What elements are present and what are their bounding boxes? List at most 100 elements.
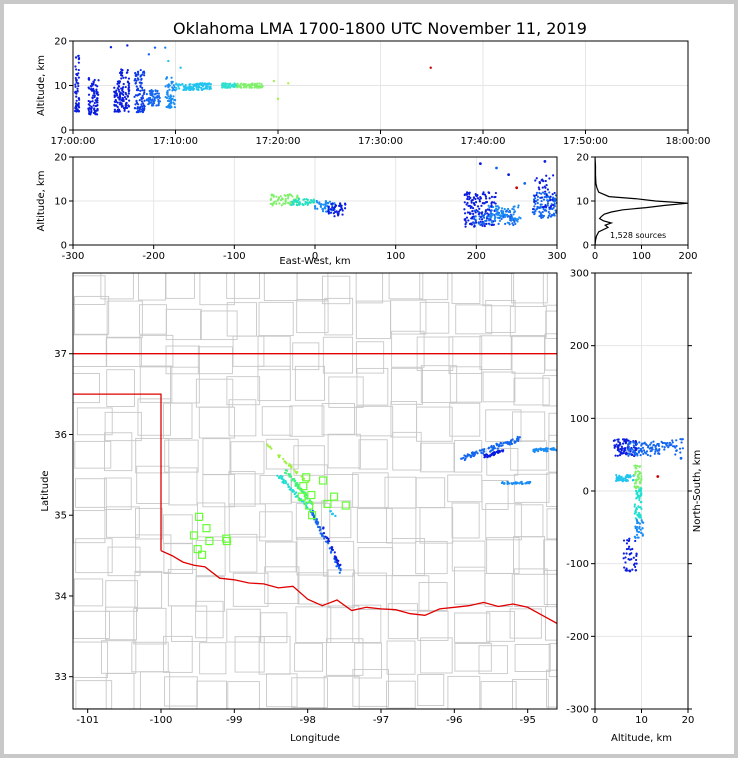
altitude-histogram-line	[595, 157, 688, 245]
source-point	[269, 198, 272, 201]
county-outline	[326, 605, 360, 644]
source-point	[198, 86, 201, 89]
source-point	[169, 95, 172, 99]
county-outline	[232, 335, 265, 367]
source-point	[544, 204, 547, 207]
county-outline	[104, 432, 133, 472]
source-point	[115, 110, 118, 113]
source-point	[470, 223, 473, 226]
source-point	[166, 84, 169, 87]
county-outline	[546, 472, 557, 507]
source-point	[537, 186, 540, 189]
source-point	[636, 521, 639, 525]
source-point	[536, 195, 540, 198]
source-point	[491, 448, 494, 452]
source-point	[624, 475, 627, 478]
county-outline	[265, 673, 298, 708]
source-point	[465, 203, 468, 206]
source-point	[481, 452, 485, 455]
source-point	[330, 513, 334, 516]
source-point	[614, 454, 617, 457]
source-point	[141, 86, 144, 89]
lma-station-marker	[205, 536, 214, 546]
source-point	[635, 442, 639, 446]
source-point	[77, 84, 80, 88]
source-point	[542, 448, 545, 451]
source-point	[633, 512, 636, 515]
source-point	[639, 482, 642, 485]
source-point	[284, 469, 287, 472]
source-point	[663, 446, 666, 449]
source-point	[514, 481, 517, 484]
source-point	[637, 511, 641, 515]
source-point	[623, 447, 626, 450]
source-point	[628, 537, 631, 540]
source-point	[118, 95, 122, 98]
source-point	[624, 477, 627, 480]
county-outline	[139, 304, 167, 335]
source-point	[478, 200, 481, 203]
source-point	[153, 99, 156, 102]
source-point	[499, 450, 502, 453]
source-point	[618, 441, 622, 444]
county-outline	[200, 310, 238, 341]
source-point	[87, 99, 90, 103]
source-point	[229, 83, 232, 86]
source-point	[512, 208, 515, 211]
source-point	[634, 565, 637, 568]
source-point	[178, 87, 181, 90]
county-outline	[226, 608, 261, 643]
county-outline	[420, 637, 453, 674]
source-point	[631, 479, 635, 482]
source-point	[141, 94, 144, 97]
source-point	[250, 83, 253, 86]
source-point	[225, 86, 228, 89]
source-point	[553, 214, 556, 217]
source-point	[512, 481, 515, 485]
source-point	[540, 192, 543, 195]
y-tick-label: 35	[54, 511, 67, 522]
source-point	[679, 456, 683, 460]
source-point	[341, 213, 344, 216]
source-point	[165, 105, 168, 109]
source-point	[114, 90, 117, 93]
source-point	[143, 99, 146, 102]
county-outline	[296, 299, 329, 334]
source-point	[554, 209, 557, 212]
county-outline	[195, 576, 225, 612]
source-point	[343, 207, 347, 210]
source-point	[481, 202, 484, 205]
source-point	[175, 83, 178, 86]
source-point	[316, 207, 319, 210]
y-tick-label: 20	[54, 37, 67, 48]
source-point	[91, 96, 94, 99]
source-point	[506, 207, 510, 211]
county-outline	[260, 612, 288, 644]
x-tick-label: -97	[373, 715, 389, 726]
source-point	[620, 475, 623, 478]
source-point	[516, 220, 519, 223]
source-point	[537, 448, 540, 451]
source-point	[127, 84, 130, 87]
source-point	[681, 447, 684, 450]
source-point	[134, 81, 137, 85]
source-point	[477, 222, 480, 225]
source-point	[534, 202, 537, 206]
source-point	[552, 446, 555, 450]
county-outline	[419, 273, 449, 301]
county-outline	[73, 510, 106, 544]
source-point	[291, 202, 294, 206]
source-point	[497, 222, 500, 226]
county-outline	[100, 273, 134, 300]
source-point	[638, 441, 641, 444]
y-tick-label: 10	[576, 197, 589, 208]
source-point	[501, 207, 504, 210]
source-point	[339, 203, 342, 206]
source-point	[151, 99, 154, 102]
source-point	[510, 482, 513, 485]
source-point	[625, 567, 628, 570]
source-point	[314, 207, 317, 210]
source-point	[76, 109, 80, 113]
source-point	[516, 218, 520, 221]
source-point	[539, 212, 542, 215]
